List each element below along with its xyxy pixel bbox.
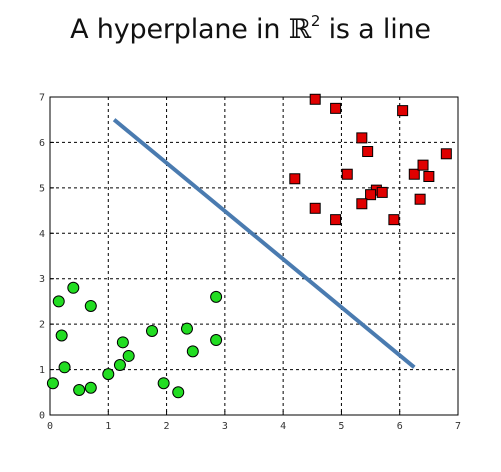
x-tick-label: 4 (280, 421, 286, 432)
green-circle-point (55, 329, 68, 342)
y-tick-label: 2 (39, 320, 45, 331)
y-tick-label: 6 (39, 138, 45, 149)
red-square-point (376, 186, 388, 198)
green-circle-point (210, 290, 223, 303)
green-circle-point (122, 349, 135, 362)
x-tick-label: 7 (455, 421, 461, 432)
green-circle-point (146, 324, 158, 337)
plot-frame (49, 96, 459, 416)
green-circle-point (67, 281, 80, 294)
green-circle-point (157, 377, 170, 390)
green-circle-point (116, 336, 129, 349)
y-tick-label: 0 (39, 411, 45, 422)
green-circle-point (52, 295, 65, 308)
title-symbol: ℝ (288, 14, 311, 45)
red-square-point (356, 198, 368, 210)
x-tick-label: 0 (47, 421, 53, 432)
red-square-point (417, 159, 429, 171)
green-circle-point (113, 359, 126, 372)
green-circle-point (46, 377, 59, 390)
green-circle-point (84, 381, 97, 394)
green-circle-point (172, 386, 185, 399)
x-tick-label: 6 (397, 421, 403, 432)
red-square-point (309, 202, 321, 214)
red-square-point (330, 214, 342, 226)
green-circle-point (102, 368, 115, 381)
red-square-point (362, 146, 374, 158)
red-square-point (330, 102, 342, 114)
red-square-point (309, 93, 321, 105)
y-tick-label: 3 (39, 274, 45, 285)
y-tick-label: 7 (39, 93, 45, 104)
x-tick-label: 3 (222, 421, 228, 432)
slide-title: A hyperplane in ℝ2 is a line (0, 12, 501, 46)
red-square-point (365, 189, 377, 201)
green-circle-point (84, 299, 97, 312)
y-tick-label: 4 (39, 229, 45, 240)
y-tick-label: 5 (39, 183, 45, 194)
green-circle-point (210, 334, 223, 347)
red-square-point (341, 168, 353, 180)
green-circle-point (58, 361, 71, 374)
data-points (46, 93, 452, 399)
hyperplane-line (112, 118, 416, 369)
green-circle-point (73, 384, 86, 397)
x-tick-label: 5 (338, 421, 344, 432)
title-prefix: A hyperplane in (70, 14, 289, 45)
red-square-point (440, 148, 452, 160)
hyperplane-layer (112, 118, 416, 369)
y-tick-label: 1 (39, 365, 45, 376)
title-exponent: 2 (310, 12, 321, 30)
red-square-point (397, 105, 409, 117)
red-square-point (289, 173, 301, 185)
axis-ticks: 0 1 2 3 4 5 6 7 0 1 2 3 4 5 6 7 (39, 93, 461, 433)
red-square-point (356, 132, 368, 144)
x-tick-label: 2 (164, 421, 170, 432)
red-square-point (388, 214, 400, 226)
grid-lines (50, 97, 458, 415)
title-suffix: is a line (320, 14, 431, 45)
red-square-point (408, 168, 420, 180)
green-circle-point (180, 322, 193, 335)
red-square-point (423, 171, 435, 182)
x-tick-label: 1 (105, 421, 111, 432)
red-square-point (414, 193, 426, 205)
green-circle-point (186, 345, 199, 358)
